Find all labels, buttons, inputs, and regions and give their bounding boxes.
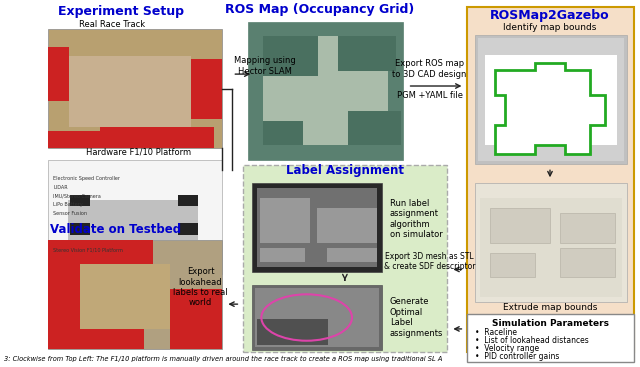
Text: Generate
Optimal
Label
assignments: Generate Optimal Label assignments <box>390 297 443 338</box>
Text: Label Assignment: Label Assignment <box>286 164 404 177</box>
Bar <box>48 160 223 275</box>
Bar <box>263 36 388 145</box>
Bar <box>48 329 144 349</box>
Text: PGM +YAML file: PGM +YAML file <box>397 91 463 101</box>
Bar <box>327 248 377 262</box>
Text: Sensor Fusion: Sensor Fusion <box>53 211 87 217</box>
Bar <box>252 285 381 350</box>
Bar <box>79 264 170 329</box>
Text: Export
lookahead
labels to real
world: Export lookahead labels to real world <box>173 267 228 308</box>
Text: Export 3D mesh as STL
& create SDF descriptor: Export 3D mesh as STL & create SDF descr… <box>384 252 476 271</box>
Bar <box>338 36 396 71</box>
Text: Extrude map bounds: Extrude map bounds <box>503 303 597 312</box>
Bar <box>317 208 377 243</box>
Text: Identify map bounds: Identify map bounds <box>503 23 596 32</box>
Bar <box>257 188 377 268</box>
Bar <box>255 288 379 347</box>
Bar <box>478 39 623 161</box>
Bar <box>476 183 627 302</box>
Text: LiPo Battery: LiPo Battery <box>53 203 83 207</box>
Bar <box>260 198 310 243</box>
Bar <box>560 213 614 243</box>
Text: Electronic Speed Controller: Electronic Speed Controller <box>53 176 120 181</box>
Text: ROSMap2Gazebo: ROSMap2Gazebo <box>490 9 610 22</box>
Bar <box>48 240 223 349</box>
Bar <box>348 111 401 145</box>
Text: Experiment Setup: Experiment Setup <box>58 5 184 18</box>
Bar <box>170 289 223 349</box>
Text: Mapping using
Hector SLAM: Mapping using Hector SLAM <box>234 57 296 76</box>
Bar <box>260 248 305 262</box>
Bar <box>70 195 90 207</box>
Bar <box>48 29 223 149</box>
Text: Export ROS map
to 3D CAD design: Export ROS map to 3D CAD design <box>392 59 467 79</box>
Text: •  List of lookahead distances: • List of lookahead distances <box>476 336 589 345</box>
Text: •  Raceline: • Raceline <box>476 328 517 337</box>
Bar <box>100 127 214 149</box>
Bar <box>476 36 627 164</box>
Bar <box>485 55 617 145</box>
Bar <box>252 183 381 272</box>
Text: Hardware F1/10 Platform: Hardware F1/10 Platform <box>86 148 191 157</box>
Bar <box>480 198 621 297</box>
Bar <box>560 248 614 277</box>
Text: 3: Clockwise from Top Left: The F1/10 platform is manually driven around the rac: 3: Clockwise from Top Left: The F1/10 pl… <box>4 356 443 362</box>
Bar <box>257 319 328 345</box>
Bar <box>467 314 634 361</box>
Bar <box>263 121 303 145</box>
Bar <box>70 223 90 235</box>
Bar <box>69 56 191 127</box>
Bar <box>191 59 223 119</box>
Bar <box>48 47 69 101</box>
Bar <box>48 131 109 149</box>
Bar <box>243 165 447 352</box>
Bar <box>68 200 198 240</box>
Text: Stereo Vision F1/10 Platform: Stereo Vision F1/10 Platform <box>53 247 123 252</box>
Bar <box>48 264 79 329</box>
Text: IMU/Stereo Camera: IMU/Stereo Camera <box>53 193 101 199</box>
Text: •  Velocity range: • Velocity range <box>476 344 540 353</box>
Text: Simulation Parameters: Simulation Parameters <box>492 319 609 328</box>
Bar <box>467 7 634 352</box>
Text: Validate on Testbed: Validate on Testbed <box>51 223 182 236</box>
Text: Real Race Track: Real Race Track <box>79 20 145 29</box>
Bar <box>248 22 403 160</box>
Text: •  PID controller gains: • PID controller gains <box>476 352 560 361</box>
Polygon shape <box>495 63 605 155</box>
Bar <box>490 208 550 243</box>
Bar <box>490 252 535 277</box>
Text: ROS Map (Occupancy Grid): ROS Map (Occupancy Grid) <box>225 3 415 16</box>
Bar <box>178 223 198 235</box>
Text: LIDAR: LIDAR <box>53 185 68 190</box>
Bar <box>263 36 318 76</box>
Text: Run label
assignment
algorithm
on simulator: Run label assignment algorithm on simula… <box>390 199 442 239</box>
Bar <box>178 195 198 207</box>
Bar <box>48 240 153 264</box>
